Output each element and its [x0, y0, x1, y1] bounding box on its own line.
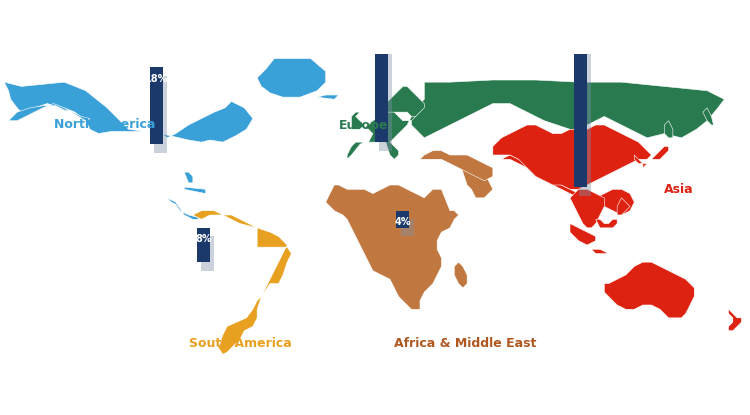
Text: South America: South America: [189, 337, 291, 350]
Polygon shape: [643, 146, 668, 168]
Polygon shape: [420, 151, 493, 181]
Text: North America: North America: [53, 119, 155, 132]
Bar: [578, 3, 592, 196]
Bar: [380, 44, 392, 151]
Polygon shape: [317, 95, 338, 99]
Text: Asia: Asia: [664, 183, 694, 196]
Polygon shape: [493, 155, 634, 215]
Bar: [400, 219, 413, 237]
Polygon shape: [347, 108, 416, 159]
Bar: [154, 76, 167, 153]
Polygon shape: [596, 219, 617, 228]
Bar: [397, 211, 410, 228]
Bar: [150, 67, 163, 144]
Text: Africa & Middle East: Africa & Middle East: [394, 337, 537, 350]
Polygon shape: [442, 155, 493, 198]
Polygon shape: [373, 86, 424, 117]
Bar: [375, 35, 388, 142]
Polygon shape: [412, 80, 724, 138]
Polygon shape: [634, 155, 643, 164]
Text: 8%: 8%: [195, 234, 212, 244]
Polygon shape: [617, 198, 630, 215]
Polygon shape: [167, 198, 200, 219]
Polygon shape: [352, 112, 364, 129]
Polygon shape: [4, 82, 253, 142]
Polygon shape: [728, 309, 742, 331]
Text: 18%: 18%: [145, 73, 168, 83]
Polygon shape: [703, 108, 713, 125]
Polygon shape: [257, 59, 326, 97]
Polygon shape: [604, 262, 694, 318]
Polygon shape: [184, 187, 206, 193]
Text: 45%: 45%: [569, 1, 592, 11]
Text: 25%: 25%: [370, 42, 393, 51]
Polygon shape: [184, 172, 193, 183]
Polygon shape: [4, 104, 90, 121]
Polygon shape: [493, 125, 652, 189]
Polygon shape: [454, 262, 467, 288]
Polygon shape: [570, 189, 604, 228]
Polygon shape: [326, 185, 458, 309]
Polygon shape: [592, 249, 613, 254]
Polygon shape: [570, 224, 596, 245]
Bar: [574, 0, 587, 187]
Bar: [202, 237, 214, 271]
Text: 4%: 4%: [394, 217, 411, 227]
Polygon shape: [193, 211, 292, 354]
Text: Europe: Europe: [338, 119, 388, 132]
Polygon shape: [664, 121, 673, 138]
Bar: [197, 228, 210, 262]
